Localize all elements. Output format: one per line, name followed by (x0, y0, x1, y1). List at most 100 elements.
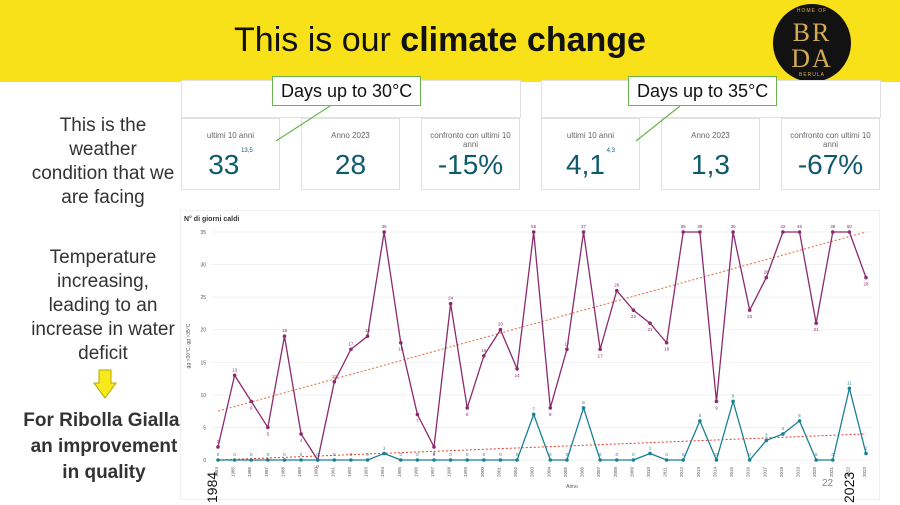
data-point-35 (731, 399, 735, 404)
data-point-35 (747, 458, 752, 462)
data-label-35: 1 (865, 445, 868, 450)
data-label-30: 19 (365, 328, 371, 333)
x-tick-label: 1990 (314, 467, 319, 478)
data-label-30: 20 (498, 322, 504, 327)
data-label-35: 0 (499, 452, 502, 457)
data-label-30: 8 (549, 412, 552, 417)
data-label-35: 0 (433, 452, 436, 457)
data-label-30: 2 (433, 451, 436, 456)
data-point-35 (299, 458, 303, 462)
data-label-35: 0 (366, 452, 369, 457)
x-tick-label: 1991 (330, 467, 335, 478)
data-point-30 (249, 399, 254, 404)
data-label-35: 0 (267, 452, 270, 457)
data-label-35: 0 (400, 452, 403, 457)
data-label-35: 1 (649, 445, 652, 450)
data-point-35 (847, 386, 852, 391)
x-tick-label: 2007 (596, 467, 601, 478)
data-point-35 (714, 458, 719, 462)
data-label-30: 9 (250, 405, 253, 410)
data-point-35 (764, 438, 769, 443)
callout-arrow-30 (275, 105, 331, 142)
data-point-35 (648, 451, 652, 456)
x-tick-label: 2015 (729, 467, 734, 478)
data-point-35 (814, 458, 818, 462)
intro-text: This is the weather condition that we ar… (31, 115, 175, 208)
data-label-30: 37 (581, 224, 587, 229)
data-point-35 (332, 458, 337, 462)
data-point-30 (830, 230, 835, 234)
x-tick-label: 1987 (264, 467, 269, 478)
data-point-35 (482, 458, 486, 462)
header-banner (0, 0, 900, 82)
data-label-30: 36 (382, 224, 388, 229)
data-point-35 (797, 419, 802, 423)
data-label-35: 11 (847, 380, 852, 385)
year-start-label: 1984 (204, 471, 220, 503)
logo: HOME OF BR DA BERULA (773, 4, 851, 82)
callout-days30: Days up to 30°C (272, 76, 422, 106)
x-tick-label: 2008 (613, 467, 618, 478)
x-tick-label: 2018 (779, 467, 784, 478)
data-point-35 (830, 458, 835, 462)
data-point-30 (232, 373, 237, 378)
data-point-30 (681, 230, 686, 234)
callout-arrow-35 (635, 105, 681, 142)
data-point-35 (432, 458, 436, 462)
data-point-35 (631, 458, 636, 462)
data-label-35: 0 (217, 452, 220, 457)
data-label-35: 0 (566, 452, 569, 457)
x-tick-label: 1996 (413, 467, 418, 478)
kpi-35-compare: confronto con ultimi 10 anni -67% (781, 118, 880, 190)
data-point-30 (814, 321, 818, 325)
data-point-35 (548, 458, 553, 462)
x-tick-label: 2013 (696, 467, 701, 478)
data-point-30 (299, 432, 303, 436)
x-tick-label: 1992 (347, 467, 352, 478)
y-tick-label: 5 (203, 425, 206, 431)
data-point-30 (448, 301, 453, 306)
data-label-30: 36 (731, 224, 737, 229)
data-point-30 (614, 288, 619, 293)
data-point-30 (664, 340, 669, 345)
data-point-35 (515, 458, 519, 462)
data-point-30 (548, 406, 553, 410)
x-tick-label: 1993 (364, 467, 369, 478)
data-label-35: 4 (782, 426, 785, 431)
data-point-35 (448, 458, 453, 462)
callout-days35: Days up to 35°C (628, 76, 778, 106)
x-tick-label: 2016 (746, 467, 751, 478)
data-point-35 (266, 458, 270, 462)
data-point-30 (731, 230, 735, 234)
data-label-30: 7 (416, 418, 419, 423)
data-label-35: 0 (599, 452, 602, 457)
data-label-35: 0 (316, 452, 319, 457)
x-tick-label: 2011 (663, 467, 668, 477)
data-point-30 (498, 327, 503, 332)
data-label-30: 12 (332, 374, 338, 379)
data-point-35 (781, 432, 785, 436)
x-tick-label: 1999 (463, 467, 468, 478)
x-tick-label: 2020 (812, 467, 817, 478)
data-label-30: 18 (664, 347, 670, 352)
data-label-30: 9 (715, 405, 718, 410)
data-point-35 (698, 419, 702, 423)
data-label-35: 0 (632, 452, 635, 457)
data-point-30 (365, 334, 370, 339)
data-point-35 (282, 458, 287, 462)
data-label-35: 0 (616, 452, 619, 457)
data-label-30: 21 (647, 327, 653, 332)
data-label-30: 0 (316, 464, 319, 469)
data-point-35 (681, 458, 686, 462)
data-label-30: 50 (847, 224, 853, 229)
kpi-30-last10: ultimi 10 anni 33 13,5 (181, 118, 280, 190)
x-tick-label: 2002 (513, 467, 518, 478)
data-point-30 (282, 334, 287, 339)
x-tick-label: 1985 (231, 467, 236, 478)
data-label-35: 0 (283, 452, 286, 457)
temperature-text: Temperature increasing, leading to an in… (31, 247, 175, 364)
data-label-30: 8 (466, 412, 469, 417)
x-tick-label: 1986 (247, 467, 252, 478)
kpi-35-year2023: Anno 2023 1,3 (661, 118, 760, 190)
